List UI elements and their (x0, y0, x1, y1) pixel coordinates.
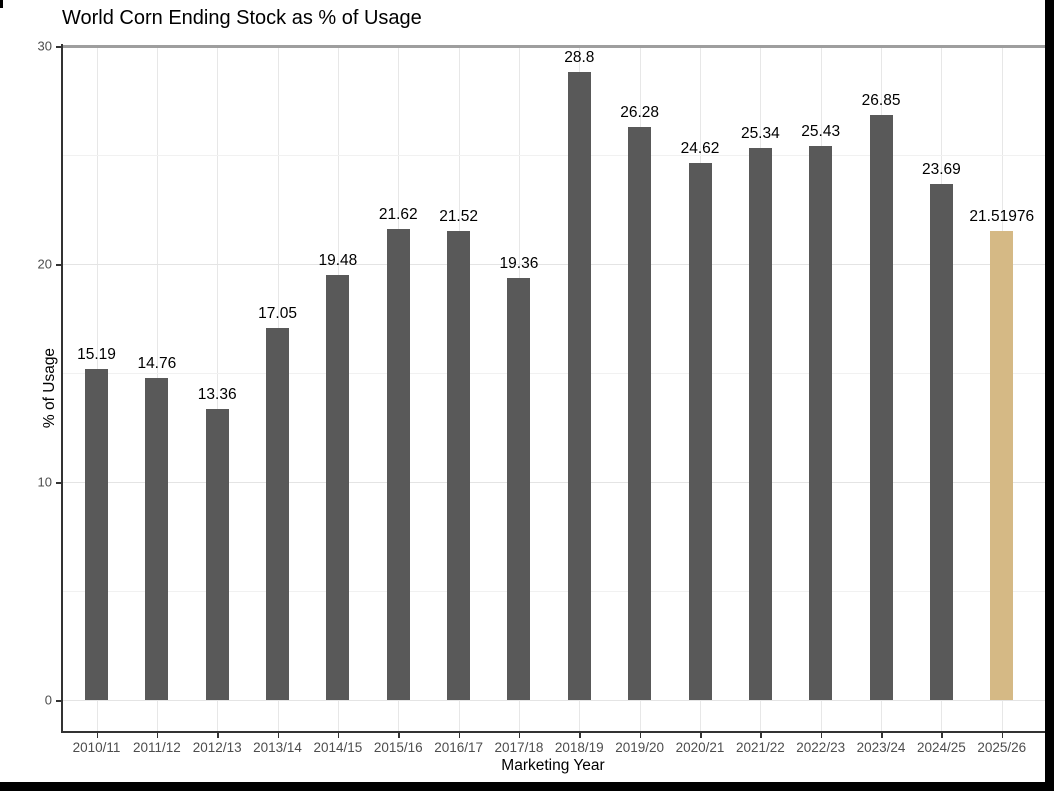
bar-value-label: 17.05 (258, 305, 297, 323)
y-tick-label: 0 (44, 692, 52, 708)
bar-value-label: 21.51976 (969, 207, 1035, 225)
bar-value-label: 23.69 (921, 160, 961, 178)
bar-value-label: 14.76 (137, 355, 177, 373)
x-tick (700, 732, 702, 738)
x-tick (337, 732, 340, 738)
bar-value-label: 26.85 (861, 91, 901, 109)
x-axis-title: Marketing Year (501, 757, 605, 774)
x-tick-label: 2013/14 (253, 740, 302, 755)
x-tick (96, 732, 98, 738)
bar-value-label: 21.62 (378, 205, 418, 223)
bar (748, 147, 772, 700)
bar (85, 368, 108, 700)
x-tick-label: 2021/22 (735, 740, 785, 755)
y-tick (56, 264, 62, 266)
bar (567, 72, 591, 700)
x-tick (156, 732, 159, 738)
x-tick (398, 732, 400, 738)
bar-value-label: 25.43 (801, 122, 841, 140)
x-tick-label: 2015/16 (373, 740, 423, 755)
bar (990, 230, 1014, 700)
x-tick (277, 732, 280, 738)
bar (386, 228, 410, 700)
x-axis-line (61, 731, 1054, 733)
bar (205, 408, 229, 700)
bar-value-label: 25.34 (740, 124, 780, 142)
x-tick-label: 2019/20 (615, 740, 665, 755)
x-tick (760, 732, 762, 738)
x-tick-label: 2012/13 (192, 740, 242, 755)
right-border (1045, 0, 1054, 791)
x-tick (458, 732, 461, 738)
y-tick (56, 482, 62, 484)
bar-value-label: 19.36 (499, 254, 539, 272)
x-tick (518, 732, 521, 738)
bar-value-label: 24.62 (680, 140, 720, 158)
reference-line (62, 44, 1045, 48)
y-tick (56, 46, 62, 48)
bar-value-label: 15.19 (77, 345, 116, 363)
gridline-major (62, 482, 1045, 483)
x-tick-label: 2018/19 (554, 740, 604, 755)
bar (929, 183, 953, 700)
y-axis-line (61, 44, 63, 731)
bar (266, 328, 290, 700)
x-tick (820, 732, 823, 738)
gridline-minor (62, 591, 1045, 592)
bar-value-label: 28.8 (564, 49, 595, 67)
bar (507, 277, 531, 700)
gridline-minor (62, 373, 1045, 374)
bar (688, 163, 712, 700)
x-tick-label: 2017/18 (494, 740, 544, 755)
x-tick (579, 732, 581, 738)
chart-title: World Corn Ending Stock as % of Usage (62, 7, 422, 29)
x-tick-label: 2014/15 (313, 740, 363, 755)
x-tick-label: 2024/25 (916, 740, 966, 755)
x-tick-label: 2025/26 (977, 740, 1027, 755)
y-tick-label: 10 (37, 474, 52, 490)
x-tick (639, 732, 642, 738)
x-tick (1001, 732, 1004, 738)
x-tick-label: 2010/11 (72, 740, 121, 755)
bar-value-label: 13.36 (197, 385, 237, 403)
x-tick-label: 2016/17 (434, 740, 483, 755)
bar (326, 275, 350, 700)
x-tick-label: 2022/23 (796, 740, 846, 755)
bar (628, 127, 652, 700)
y-tick-label: 20 (37, 256, 52, 272)
gridline-minor (62, 155, 1045, 156)
x-tick (217, 732, 219, 738)
x-tick (881, 732, 883, 738)
x-tick-label: 2020/21 (675, 740, 725, 755)
bar (145, 378, 169, 700)
bar-value-label: 26.28 (620, 104, 660, 122)
corner-artifact (0, 0, 3, 8)
x-tick-label: 2023/24 (856, 740, 906, 755)
x-tick (941, 732, 943, 738)
bar-value-label: 19.48 (318, 252, 358, 270)
y-tick-label: 30 (37, 38, 52, 54)
gridline-vertical (217, 46, 219, 731)
bar (869, 114, 893, 700)
bar-value-label: 21.52 (439, 207, 478, 225)
gridline-major (62, 264, 1045, 265)
bottom-border (0, 782, 1054, 791)
y-tick (56, 700, 62, 702)
bar (447, 230, 471, 700)
y-axis-title: % of Usage (41, 347, 59, 429)
x-tick-label: 2011/12 (132, 740, 181, 755)
gridline-major (62, 700, 1045, 701)
bar (809, 145, 833, 700)
